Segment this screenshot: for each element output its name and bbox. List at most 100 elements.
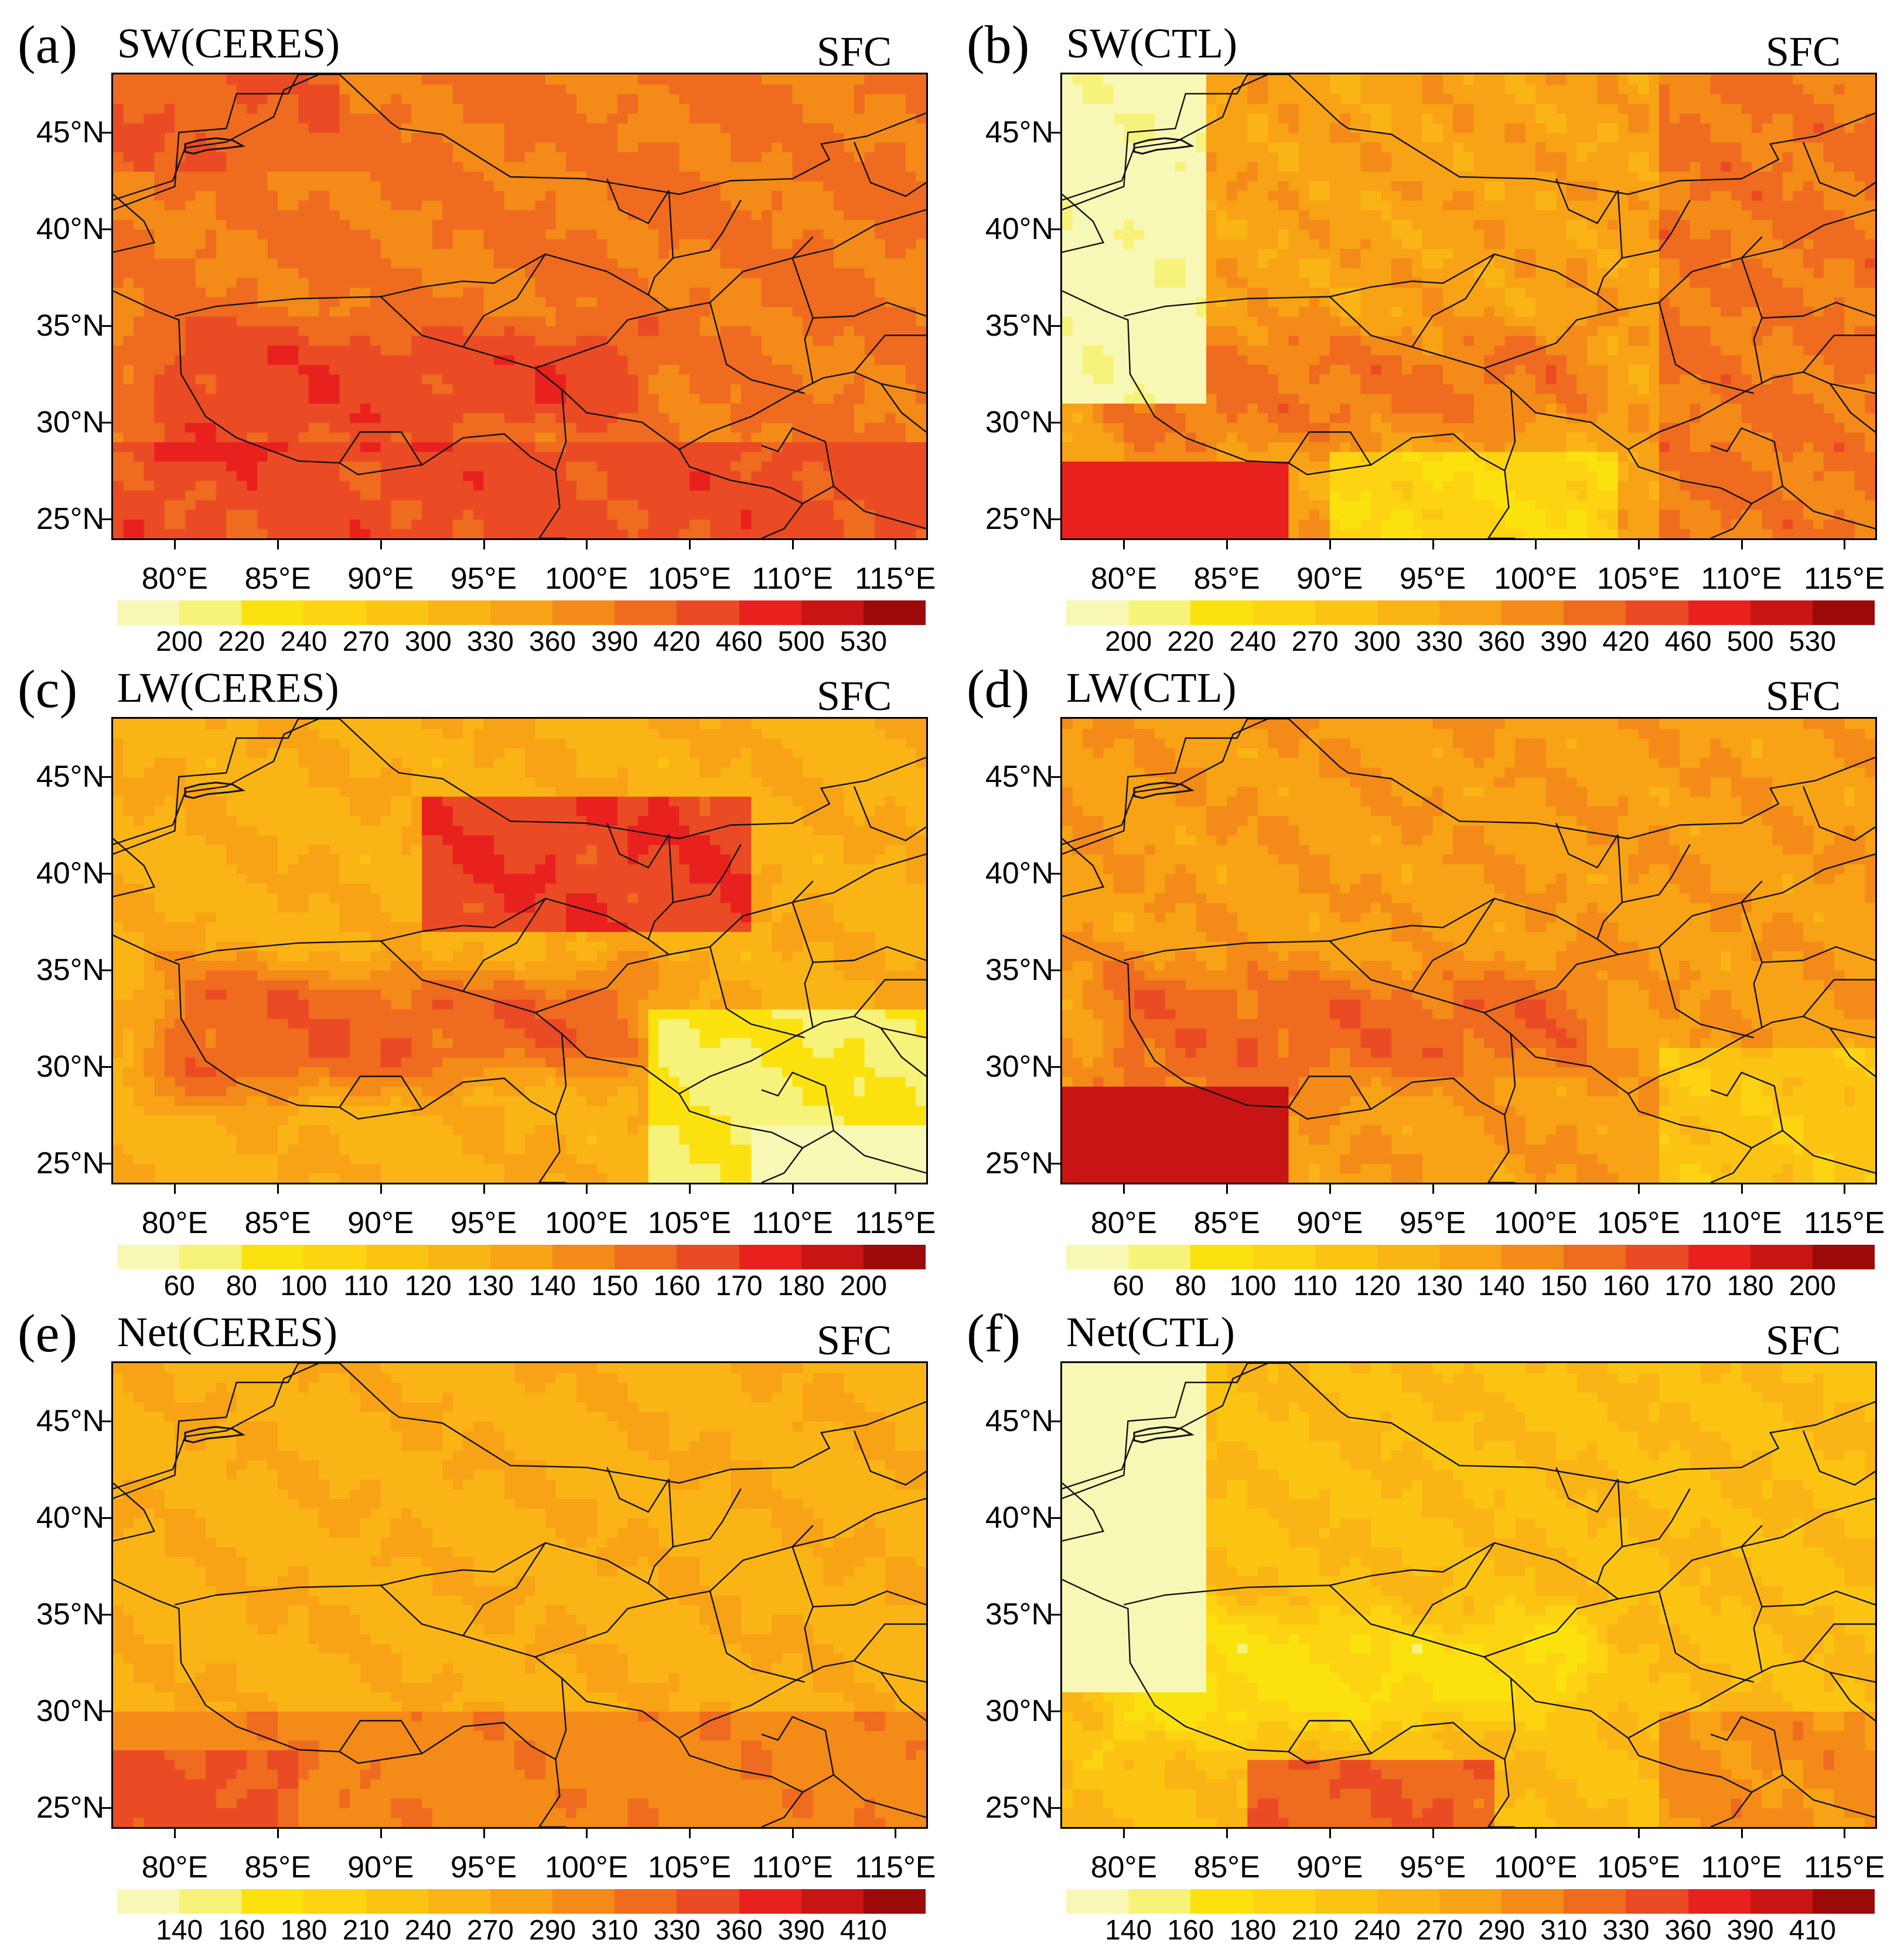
- colorbar-tick-label: 140: [1469, 1272, 1534, 1300]
- colorbar-ticks: 200 220 240 270 300 330 360 390 420 460 500 530: [117, 628, 926, 658]
- lon-tick-label: 90°E: [328, 564, 434, 594]
- colorbar-segment: [1626, 1245, 1688, 1269]
- colorbar-ticks: 60 80 100 110 120 130 140 150 160 170 180 200: [1066, 1272, 1875, 1303]
- colorbar-tick-label: 240: [271, 628, 336, 656]
- colorbar-segment: [863, 1889, 926, 1914]
- boundary-line: [1741, 1546, 1763, 1673]
- colorbar-tick-label: 60: [147, 1272, 211, 1300]
- colorbar-tick-label: 180: [769, 1272, 834, 1300]
- lat-tick-label: 40°N: [965, 214, 1053, 244]
- map-panel: (f) Net(CTL) SFC 45°N 40°N 35°N 30°N 25°N 80°E 85…: [949, 1289, 1892, 1945]
- colorbar-segment: [1377, 1889, 1439, 1914]
- colorbar-tick-label: 240: [396, 1917, 460, 1945]
- colorbar-segment: [1128, 1245, 1191, 1269]
- boundary-line: [673, 844, 742, 903]
- colorbar-tick-label: 330: [458, 628, 523, 656]
- map-field: [113, 74, 926, 538]
- level-label: SFC: [817, 675, 892, 717]
- colorbar-tick-label: 100: [1220, 1272, 1285, 1300]
- colorbar-segment: [677, 600, 739, 625]
- boundary-line: [1803, 334, 1875, 373]
- boundary-line: [854, 979, 926, 1017]
- lat-tick: [1051, 132, 1060, 134]
- field-cells: [1062, 1363, 1875, 1827]
- boundary-line: [647, 190, 674, 295]
- lat-tick: [1051, 228, 1060, 230]
- field-cells: [1062, 719, 1875, 1183]
- panel-label: (c): [18, 662, 77, 716]
- boundary-line: [113, 934, 567, 1183]
- boundary-line: [1411, 1542, 1495, 1636]
- colorbar-tick-label: 180: [1718, 1272, 1783, 1300]
- colorbar-tick-label: 160: [1158, 1917, 1223, 1945]
- lon-tick-label: 110°E: [1689, 1852, 1794, 1883]
- lon-tick: [1432, 540, 1434, 549]
- lon-tick-label: 105°E: [637, 1208, 742, 1238]
- boundary-lines: [113, 74, 926, 538]
- lon-tick-label: 85°E: [1174, 1208, 1279, 1238]
- lat-tick: [1051, 776, 1060, 778]
- boundary-line: [113, 719, 926, 855]
- lon-tick-label: 105°E: [1586, 1208, 1691, 1238]
- panel-label: (a): [18, 18, 77, 71]
- lat-tick: [102, 873, 111, 875]
- lon-tick: [1329, 1184, 1331, 1194]
- colorbar-tick-label: 100: [271, 1272, 336, 1300]
- boundary-line: [761, 1071, 835, 1131]
- lon-tick: [174, 540, 176, 549]
- lon-tick: [1226, 1184, 1228, 1194]
- colorbar-segment: [179, 1245, 242, 1269]
- lake-outline: [184, 137, 246, 155]
- boundary-line: [709, 947, 805, 1039]
- boundary-line: [1510, 1033, 1875, 1174]
- lat-tick: [1051, 325, 1060, 327]
- colorbar-segment: [1377, 1245, 1439, 1269]
- lat-tick-label: 25°N: [16, 504, 104, 534]
- boundary-line: [1802, 1430, 1875, 1486]
- lat-tick-label: 45°N: [16, 1406, 104, 1436]
- lon-tick: [791, 540, 794, 549]
- lon-tick-label: 90°E: [1277, 1208, 1383, 1238]
- boundary-line: [761, 1147, 804, 1183]
- colorbar-segment: [552, 1889, 615, 1914]
- map-panel: (a) SW(CERES) SFC 45°N 40°N 35°N 30°N 25°N 80°E 8…: [0, 0, 943, 656]
- lon-tick-label: 95°E: [431, 1852, 537, 1883]
- colorbar-segment: [490, 1245, 553, 1269]
- lat-tick-label: 35°N: [16, 955, 104, 985]
- colorbar-segment: [677, 1245, 739, 1269]
- colorbar-tick-label: 60: [1096, 1272, 1161, 1300]
- lat-tick-label: 35°N: [16, 310, 104, 341]
- map-field: [1062, 719, 1875, 1183]
- lat-tick: [102, 1614, 111, 1616]
- boundary-line: [113, 719, 319, 845]
- colorbar-segment: [801, 600, 864, 625]
- boundary-line: [813, 1590, 926, 1607]
- lat-tick-label: 40°N: [16, 1503, 104, 1533]
- colorbar-ticks: 140 160 180 210 240 270 290 310 330 360 390 410: [117, 1917, 926, 1947]
- boundary-line: [175, 1525, 814, 1606]
- lon-tick: [1741, 1829, 1743, 1838]
- lon-tick: [1741, 1184, 1743, 1194]
- colorbar-segment: [1812, 600, 1875, 625]
- level-label: SFC: [817, 1319, 892, 1361]
- colorbar-segment: [615, 1889, 677, 1914]
- lat-tick: [1051, 1163, 1060, 1165]
- colorbar-segment: [1066, 600, 1129, 625]
- colorbar-tick-label: 140: [1096, 1917, 1161, 1945]
- boundary-line: [1802, 786, 1875, 842]
- lat-tick-label: 40°N: [16, 858, 104, 889]
- boundary-line: [1762, 302, 1875, 319]
- boundary-line: [113, 838, 156, 897]
- colorbar-segment: [179, 1889, 242, 1914]
- boundary-line: [791, 258, 814, 384]
- colorbar-tick-label: 200: [147, 628, 211, 656]
- colorbar-segment: [1626, 600, 1688, 625]
- lat-tick: [102, 422, 111, 424]
- boundary-line: [1484, 309, 1619, 369]
- colorbar-tick-label: 110: [1283, 1272, 1347, 1300]
- panel-label: (d): [967, 662, 1029, 716]
- panel-title: Net(CTL): [1066, 1311, 1235, 1353]
- colorbar-segment: [1564, 1889, 1626, 1914]
- colorbar-segment: [428, 600, 490, 625]
- lon-tick-label: 115°E: [842, 1852, 948, 1883]
